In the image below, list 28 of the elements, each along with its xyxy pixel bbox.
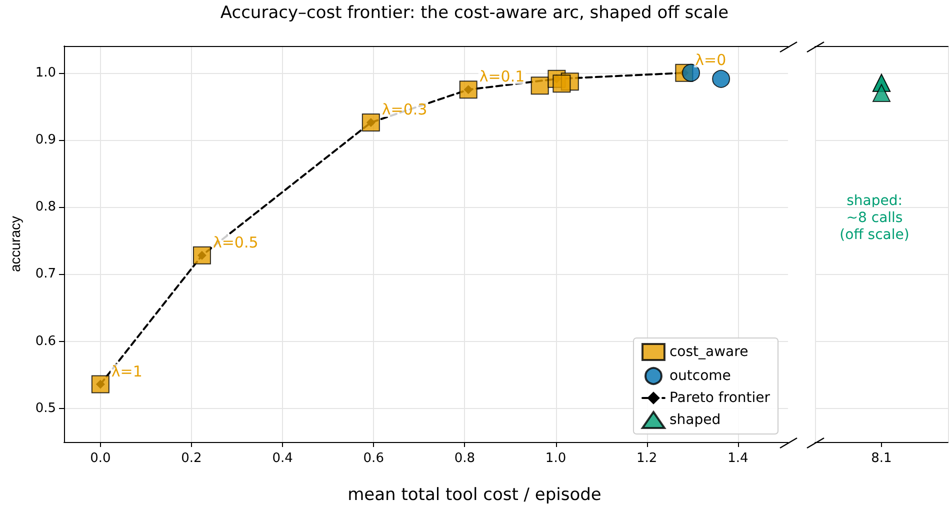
x-tick-label: 1.4 bbox=[728, 451, 748, 466]
x-tick-label: 0.2 bbox=[181, 451, 202, 466]
y-axis-title: accuracy bbox=[7, 216, 23, 272]
y-tick-label: 0.5 bbox=[35, 400, 56, 416]
annotation: λ=0 bbox=[695, 50, 726, 69]
annotation: λ=0.1 bbox=[479, 68, 525, 86]
legend-label: Pareto frontier bbox=[669, 390, 770, 406]
annotation: λ=0.5 bbox=[212, 233, 258, 252]
annotation: λ=0.3 bbox=[382, 100, 428, 119]
y-tick-label: 0.6 bbox=[35, 334, 56, 349]
legend-label: cost_aware bbox=[669, 344, 748, 360]
annotation: λ=1 bbox=[111, 362, 142, 380]
x-tick-label: 1.2 bbox=[636, 451, 658, 466]
x-tick-label: 0.8 bbox=[454, 451, 476, 466]
legend-label: outcome bbox=[669, 368, 731, 384]
text: shaped bbox=[669, 412, 721, 428]
x-tick-label: 0.0 bbox=[90, 451, 111, 466]
y-tick-label: 0.9 bbox=[35, 132, 56, 148]
chart-title: Accuracy–cost frontier: the cost-aware arc, shaped off scale bbox=[219, 3, 730, 23]
y-tick-label: 0.8 bbox=[35, 200, 56, 215]
x-axis-title: mean total tool cost / episode bbox=[346, 485, 602, 505]
annotation: shaped: ~8 calls (off scale) bbox=[840, 193, 910, 244]
x-tick-label: 0.6 bbox=[363, 451, 384, 466]
y-tick-label: 1.0 bbox=[35, 65, 56, 80]
x-tick-label: 0.4 bbox=[272, 451, 293, 466]
x-tick-label: 1.0 bbox=[545, 451, 566, 466]
x-tick-label: 8.1 bbox=[871, 451, 892, 466]
y-tick-label: 0.7 bbox=[35, 266, 56, 282]
